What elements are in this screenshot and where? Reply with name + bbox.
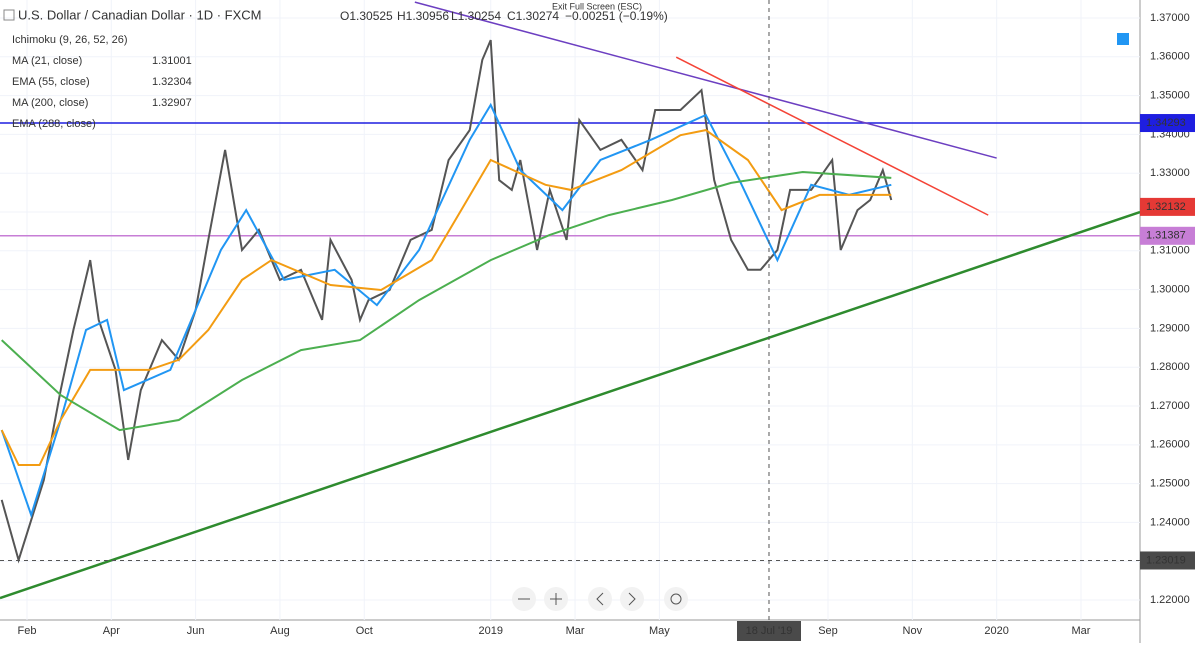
legend-value: 1.32304 xyxy=(152,76,192,88)
y-tick-label: 1.29000 xyxy=(1150,322,1190,334)
crosshair-y-box xyxy=(1140,551,1195,570)
indicator-legend[interactable]: Ichimoku (9, 26, 52, 26) xyxy=(12,34,128,46)
nav-icons xyxy=(518,592,636,606)
x-tick-label: Nov xyxy=(903,625,923,637)
legend-name[interactable]: EMA (55, close) xyxy=(12,76,90,88)
x-tick-label: 2019 xyxy=(478,625,502,637)
y-tick-label: 1.22000 xyxy=(1150,594,1190,606)
ohlc-close: C1.30274 xyxy=(507,9,559,23)
series-line xyxy=(1,170,892,432)
price-label: 1.32132 xyxy=(1146,201,1186,213)
trend-line xyxy=(414,1,997,159)
price-label-box xyxy=(1140,197,1195,216)
x-tick-label: Sep xyxy=(818,625,838,637)
ohlc-change: −0.00251 (−0.19%) xyxy=(565,9,668,23)
price-label: 1.34293 xyxy=(1146,117,1186,129)
trend-line xyxy=(675,56,989,216)
y-tick-label: 1.37000 xyxy=(1150,12,1190,24)
ohlc-high: H1.30956 xyxy=(397,9,449,23)
price-label: 1.31387 xyxy=(1146,230,1186,242)
series-line xyxy=(0,102,892,519)
crosshair-y-label: 1.23019 xyxy=(1146,554,1186,566)
plot-area xyxy=(0,0,1141,620)
legend-name[interactable]: MA (200, close) xyxy=(12,97,88,109)
y-tick-label: 1.35000 xyxy=(1150,90,1190,102)
x-tick-label: Feb xyxy=(17,625,36,637)
exit-hint[interactable]: Exit Full Screen (ESC) xyxy=(552,1,642,11)
series-line xyxy=(0,39,893,564)
y-tick-label: 1.26000 xyxy=(1150,439,1190,451)
ohlc-open: O1.30525 xyxy=(340,9,393,23)
x-tick-label: Oct xyxy=(356,625,373,637)
x-tick-label: 2020 xyxy=(984,625,1008,637)
legend-value: 1.32907 xyxy=(152,97,192,109)
y-tick-label: 1.31000 xyxy=(1150,245,1190,257)
reset-icon xyxy=(670,593,682,605)
price-label-box xyxy=(1140,114,1195,133)
legend-name[interactable]: MA (21, close) xyxy=(12,55,82,67)
x-tick-label: May xyxy=(649,625,670,637)
x-tick-label: Mar xyxy=(1071,625,1090,637)
ohlc-low: L1.30254 xyxy=(451,9,501,23)
scroll-button[interactable] xyxy=(1117,33,1129,45)
crosshair-x-box xyxy=(736,621,801,641)
trend-line xyxy=(0,210,1141,600)
price-label-box xyxy=(1140,226,1195,245)
y-tick-label: 1.36000 xyxy=(1150,51,1190,63)
x-tick-label: Aug xyxy=(270,625,290,637)
x-tick-label: Mar xyxy=(566,625,585,637)
y-tick-label: 1.28000 xyxy=(1150,361,1190,373)
y-tick-label: 1.25000 xyxy=(1150,478,1190,490)
scroll-right-button[interactable] xyxy=(620,587,644,611)
scroll-left-button[interactable] xyxy=(588,587,612,611)
crosshair-x-label: 18 Jul '19 xyxy=(746,625,793,637)
legend-value: 1.31001 xyxy=(152,55,192,67)
x-tick-label: Jun xyxy=(187,625,205,637)
x-tick-label: Apr xyxy=(103,625,120,637)
symbol-title: U.S. Dollar / Canadian Dollar · 1D · FXC… xyxy=(18,7,261,22)
y-tick-label: 1.33000 xyxy=(1150,167,1190,179)
indicator-legend[interactable]: EMA (288, close) xyxy=(12,118,96,130)
y-tick-label: 1.30000 xyxy=(1150,284,1190,296)
nav-buttons xyxy=(512,587,688,611)
series-line xyxy=(0,129,892,466)
collapse-toggle[interactable] xyxy=(3,9,15,21)
y-tick-label: 1.24000 xyxy=(1150,516,1190,528)
y-tick-label: 1.27000 xyxy=(1150,400,1190,412)
reset-button[interactable] xyxy=(664,587,688,611)
